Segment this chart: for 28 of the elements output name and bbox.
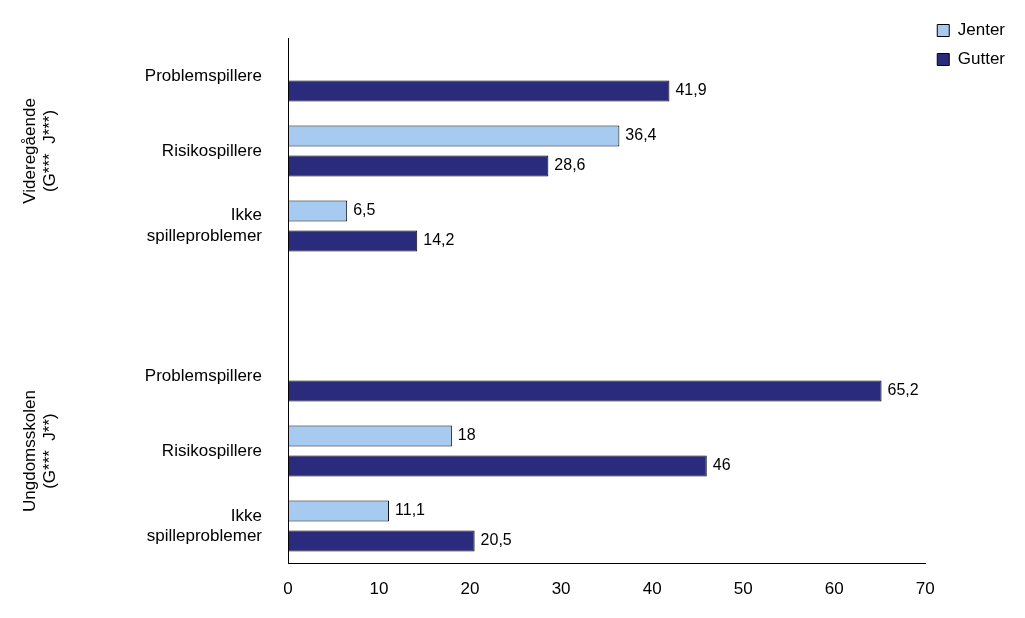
text: Videregående (G*** J***) xyxy=(19,98,59,204)
y-tick-label: Ikke spilleproblemer xyxy=(146,505,263,545)
y-tick-label: Problemspillere xyxy=(144,65,262,85)
x-tick-label: 50 xyxy=(733,579,753,599)
x-tick-label: 40 xyxy=(642,579,662,599)
data-label: 36,4 xyxy=(625,126,657,144)
x-tick-label: 20 xyxy=(460,579,480,599)
data-label: 11,1 xyxy=(395,501,426,519)
data-label: 28,6 xyxy=(554,156,586,174)
y-tick-label: Ikke spilleproblemer xyxy=(146,205,263,245)
text: Ungdomsskolen (G*** J**) xyxy=(19,390,59,513)
x-tick-label: 10 xyxy=(369,579,389,599)
data-label: 18 xyxy=(457,426,476,444)
data-label: 46 xyxy=(712,456,731,474)
x-tick-label: 70 xyxy=(915,579,935,599)
data-label: 20,5 xyxy=(480,531,512,549)
data-label: 65,2 xyxy=(887,381,919,399)
y-tick-label: Risikospillere xyxy=(161,440,262,460)
legend-label: Gutter xyxy=(957,49,1006,69)
data-label: 41,9 xyxy=(675,81,707,99)
data-label: 6,5 xyxy=(353,201,376,219)
y-tick-label: Problemspillere xyxy=(144,365,262,385)
y-tick-label: Risikospillere xyxy=(161,140,262,160)
data-label: 14,2 xyxy=(423,231,455,249)
x-tick-label: 60 xyxy=(824,579,844,599)
x-tick-label: 0 xyxy=(283,579,293,599)
x-tick-label: 30 xyxy=(551,579,571,599)
legend-label: Jenter xyxy=(957,20,1006,40)
